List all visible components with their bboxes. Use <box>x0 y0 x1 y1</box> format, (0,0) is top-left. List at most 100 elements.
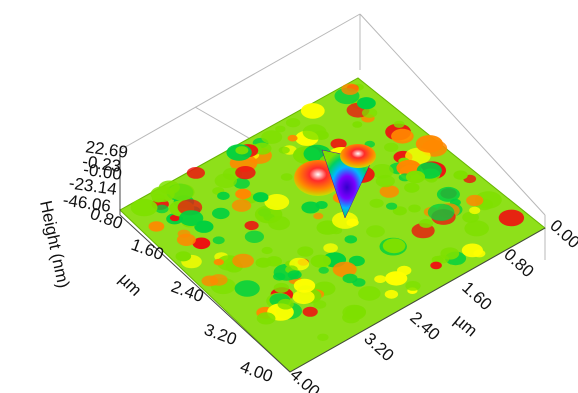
surface-bump <box>278 146 290 154</box>
surface-bump <box>430 261 442 270</box>
surface-bump <box>273 272 286 281</box>
surface-bump <box>280 173 293 181</box>
surface-bump <box>297 246 314 257</box>
surface-bump <box>384 142 399 152</box>
surface-bump <box>369 198 384 208</box>
surface-bump <box>293 278 316 293</box>
surface-bump <box>332 261 357 278</box>
right-axis-title: µm <box>450 311 481 341</box>
surface-bump <box>151 194 165 203</box>
surface-bump <box>408 204 421 213</box>
surface-bump <box>391 128 414 144</box>
surface-bump <box>175 251 192 262</box>
surface-bump <box>382 238 406 254</box>
surface-bump <box>235 146 249 155</box>
surface-bump <box>475 191 502 209</box>
surface-bump <box>318 266 329 274</box>
surface-bump <box>148 221 165 232</box>
surface-bump <box>155 204 169 214</box>
surface-bump <box>436 186 460 202</box>
surface-bump <box>330 138 347 150</box>
surface-bump <box>302 306 318 317</box>
surface-bump <box>375 174 395 188</box>
surface-bump <box>192 237 211 250</box>
z-axis-title: Height (nm) <box>36 199 73 290</box>
surface-bump <box>301 201 320 214</box>
right-tick-label: 2.40 <box>406 308 443 344</box>
left-axis-title: µm <box>115 269 145 299</box>
surface-bump <box>255 257 272 268</box>
left-tick-label: 3.20 <box>202 320 240 349</box>
surface-bump <box>393 120 405 128</box>
surface-bump <box>405 170 426 184</box>
surface-bump <box>292 289 315 305</box>
surface-bump <box>348 255 365 267</box>
surface-bump <box>374 275 387 283</box>
surface-bump <box>177 229 191 238</box>
surface-bump <box>357 97 376 110</box>
surface-bump <box>371 164 394 179</box>
surface-bump <box>252 192 269 203</box>
surface-bump <box>285 118 301 128</box>
z-tick-labels: 22.69-0.23-0.00-23.14-46.06 <box>62 137 129 216</box>
surface-bump <box>332 211 358 229</box>
right-tick-label: 0.00 <box>546 216 578 252</box>
surface-bump <box>277 298 294 310</box>
surface-bump <box>404 182 420 193</box>
surface-bump <box>264 194 290 210</box>
surface-bump <box>273 282 290 293</box>
surface-bump <box>169 214 180 222</box>
surface-bump <box>235 188 252 200</box>
surface-bump <box>130 198 158 217</box>
surface-bump <box>453 170 468 180</box>
surface-bump <box>244 220 259 231</box>
surface-bump <box>256 312 276 325</box>
surface-bump <box>342 311 361 324</box>
surface-bump <box>231 199 252 212</box>
surface-bump <box>186 167 205 179</box>
surface-bump <box>427 203 455 221</box>
surface-bump <box>386 202 398 210</box>
surface-bump <box>462 211 479 223</box>
surface-bump <box>397 265 412 276</box>
surface-bump <box>466 194 484 207</box>
surface-bump <box>440 247 460 260</box>
surface-bump <box>415 135 443 153</box>
surface-bump <box>361 107 378 118</box>
surface-bump <box>179 210 204 227</box>
right-tick-label: 1.60 <box>458 278 495 314</box>
left-tick-label: 4.00 <box>238 357 276 386</box>
surface-bump <box>469 206 481 215</box>
surface-bump <box>275 125 286 133</box>
right-tick-label: 3.20 <box>360 329 397 365</box>
surface-bump <box>232 253 255 268</box>
surface-bump <box>344 235 358 244</box>
central-peak-right <box>340 144 376 168</box>
surface-bump <box>214 173 237 189</box>
surface-bump <box>287 134 298 142</box>
surface-bump <box>342 273 358 284</box>
surface-bump <box>313 300 327 309</box>
surface-bump <box>217 191 230 200</box>
surface-bump <box>358 286 381 301</box>
surface-bump <box>213 258 224 266</box>
surface-bump <box>201 275 219 287</box>
surface-bump <box>366 225 385 238</box>
surface-bump <box>310 254 331 268</box>
surface-bump <box>212 207 230 220</box>
surface-bump <box>261 130 283 144</box>
surface-bump <box>235 166 256 180</box>
surface-bump <box>313 212 324 220</box>
surface-bumps <box>130 83 525 341</box>
surface-bump <box>405 281 421 291</box>
surface-bump <box>419 218 434 228</box>
surface-bump <box>341 83 359 95</box>
surface-bump <box>233 178 250 189</box>
surface-bump <box>316 220 339 235</box>
surface-bump <box>379 185 399 198</box>
surface-bump <box>244 230 264 243</box>
surface-bump <box>464 220 490 237</box>
surface-bump <box>461 243 483 258</box>
surface-bump <box>261 246 273 255</box>
